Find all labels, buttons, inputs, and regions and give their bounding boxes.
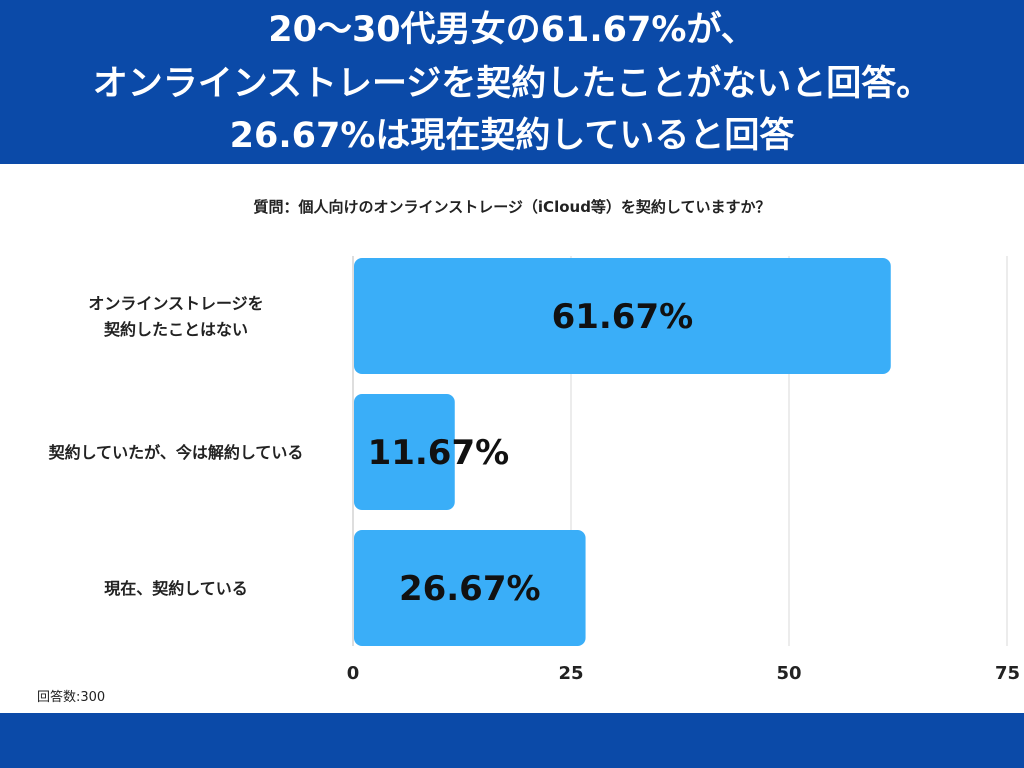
category-label-0-1: 契約したことはない: [103, 320, 248, 339]
headline-line-2: オンラインストレージを契約したことがないと回答。: [92, 64, 932, 104]
category-label-2-0: 現在、契約している: [104, 579, 248, 598]
category-label-0-0: オンラインストレージを: [88, 294, 263, 313]
footer-banner: [0, 713, 1024, 768]
question-text: 質問：個人向けのオンラインストレージ（iCloud等）を契約していますか？: [253, 198, 771, 216]
bar-1: [354, 394, 455, 510]
headline-line-3: 26.67%は現在契約していると回答: [229, 116, 795, 156]
x-tick-label-25: 25: [558, 663, 583, 684]
bar-value-label-1: 11.67%: [368, 433, 510, 473]
header-banner: 20〜30代男女の61.67%が、 オンラインストレージを契約したことがないと回…: [0, 0, 1024, 164]
bar-0: [354, 258, 891, 374]
respondent-count: 回答数:300: [37, 690, 106, 705]
bar-value-label-2: 26.67%: [399, 569, 541, 609]
headline-line-1: 20〜30代男女の61.67%が、: [268, 10, 756, 50]
category-label-1-0: 契約していたが、今は解約している: [48, 443, 304, 462]
x-tick-label-0: 0: [347, 663, 360, 684]
x-tick-label-50: 50: [776, 663, 801, 684]
x-tick-label-75: 75: [995, 663, 1020, 684]
bar-value-label-0: 61.67%: [552, 297, 694, 337]
bar-2: [354, 530, 586, 646]
